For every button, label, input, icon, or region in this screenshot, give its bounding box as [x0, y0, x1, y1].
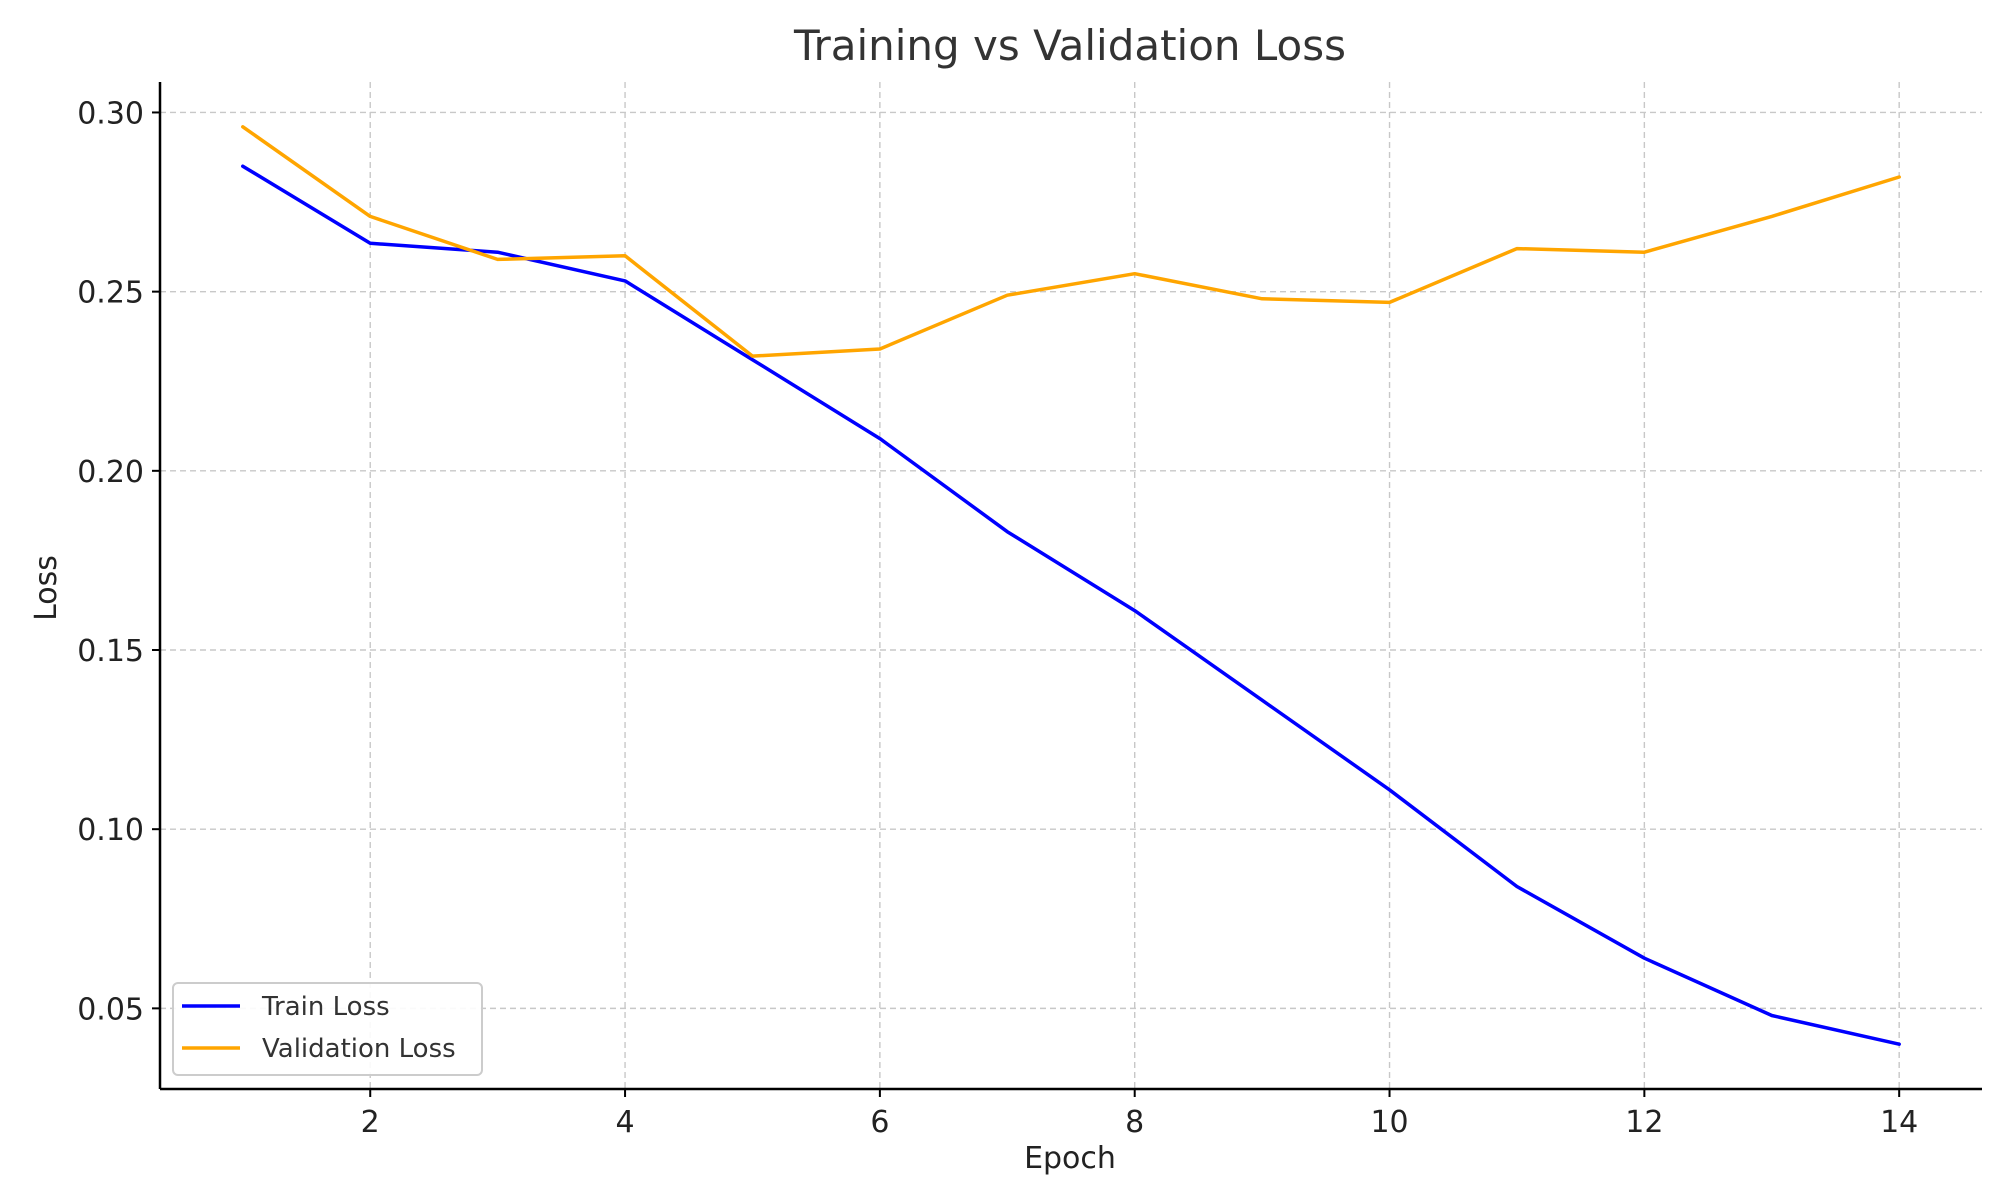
legend-label-train-loss: Train Loss [261, 992, 390, 1022]
y-tick-label: 0.25 [77, 276, 144, 311]
series-line-validation-loss [241, 125, 1901, 358]
x-tick-label: 8 [1125, 1105, 1144, 1140]
y-axis-label: Loss [29, 555, 64, 621]
legend-box [172, 982, 483, 1076]
x-axis-label: Epoch [1024, 1141, 1116, 1176]
x-tick-label: 2 [361, 1105, 380, 1140]
series-lines [241, 125, 1901, 1046]
y-tick-label: 0.30 [77, 96, 144, 131]
legend-label-validation-loss: Validation Loss [262, 1034, 456, 1064]
x-tick-label: 10 [1370, 1105, 1408, 1140]
x-tick-label: 6 [870, 1105, 889, 1140]
y-tick-label: 0.20 [77, 455, 144, 490]
y-tick-label: 0.05 [77, 992, 144, 1027]
ticks: 2 4 6 8 10 12 14 0.05 0.10 0.15 0.20 0.25 0.30 [77, 96, 1918, 1140]
axes [158, 82, 1982, 1091]
x-tick-label: 12 [1625, 1105, 1663, 1140]
chart-title: Training vs Validation Loss [793, 21, 1346, 70]
y-tick-label: 0.10 [77, 813, 144, 848]
y-tick-label: 0.15 [77, 634, 144, 669]
x-tick-label: 4 [616, 1105, 635, 1140]
legend: Train Loss Validation Loss [172, 982, 483, 1076]
x-tick-label: 14 [1880, 1105, 1918, 1140]
series-line-train-loss [241, 164, 1901, 1046]
